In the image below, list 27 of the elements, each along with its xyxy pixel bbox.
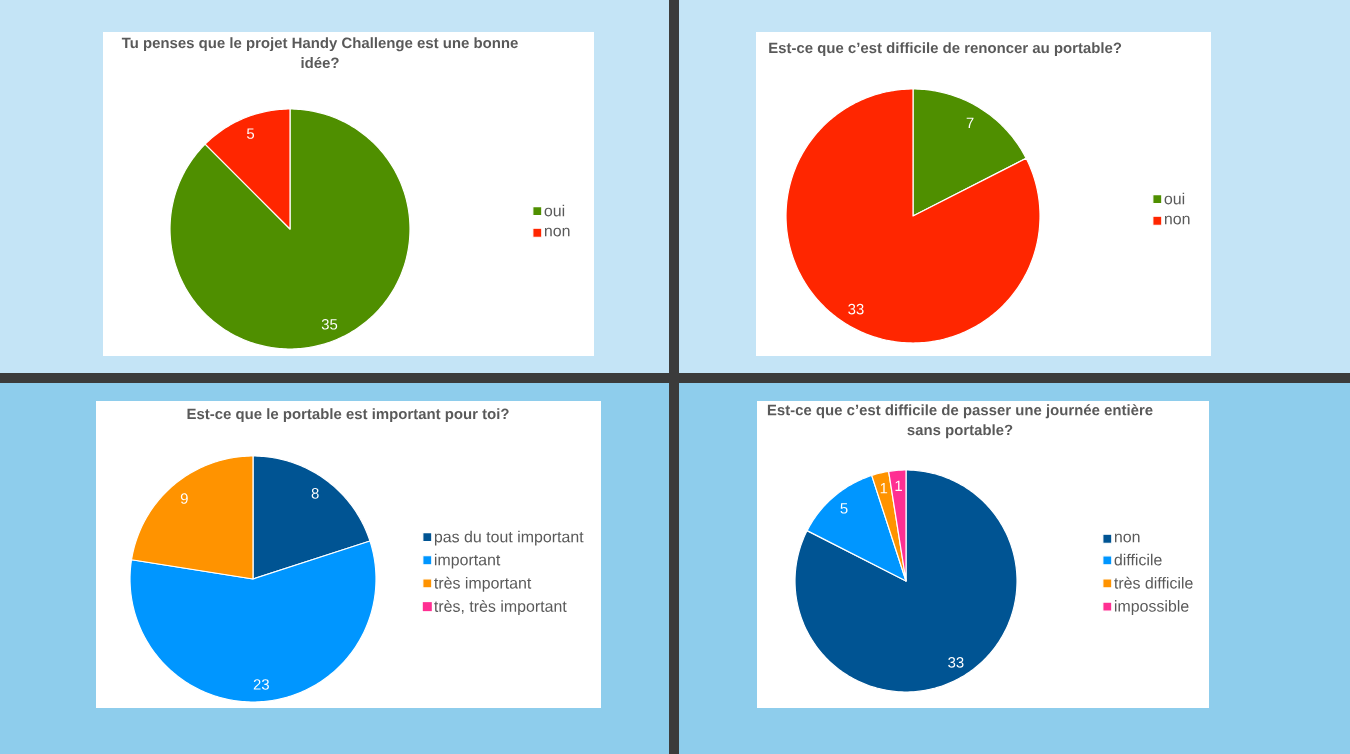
- legend-label: difficile: [1114, 553, 1162, 566]
- legend-label: très, très important: [434, 600, 567, 616]
- legend-label: non: [1164, 215, 1190, 225]
- data-label: 9: [180, 493, 188, 504]
- legend-label: non: [1114, 533, 1140, 543]
- chart-title: Est-ce que c’est difficile de passer une journée entière sans portable?: [767, 404, 1153, 439]
- data-label: 1: [895, 480, 902, 491]
- data-label: 1: [880, 483, 888, 494]
- data-label: 23: [253, 679, 269, 690]
- legend-label: non: [544, 227, 570, 237]
- legend-label: important: [434, 553, 501, 569]
- data-label: 35: [321, 319, 338, 330]
- data-label: 33: [948, 657, 964, 668]
- legend-label: pas du tout important: [434, 530, 584, 546]
- data-label: 5: [840, 503, 848, 514]
- chart-title: Tu penses que le projet Handy Challenge est une bonne idée?: [121, 37, 518, 69]
- legend-label: très important: [434, 576, 532, 592]
- legend-label: très difficile: [1114, 576, 1193, 589]
- chart-title: Est-ce que le portable est important pour toi?: [187, 408, 509, 423]
- legend-label: oui: [544, 204, 565, 217]
- data-label: 7: [966, 117, 974, 128]
- legend-label: impossible: [1114, 600, 1189, 615]
- legend-label: oui: [1164, 192, 1185, 205]
- data-label: 5: [246, 128, 255, 139]
- chart-title: Est-ce que c’est difficile de renoncer au portable?: [769, 42, 1122, 57]
- data-label: 8: [311, 488, 319, 499]
- data-label: 33: [848, 303, 864, 315]
